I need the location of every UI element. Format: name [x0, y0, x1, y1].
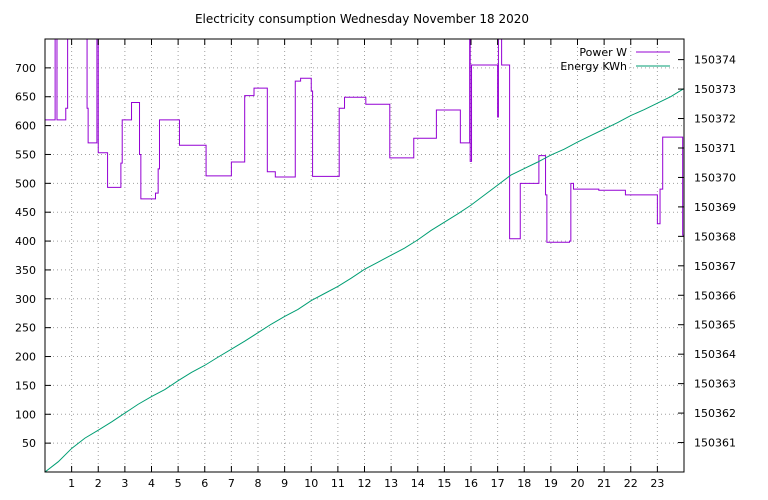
y-right-tick-label: 150370: [694, 171, 736, 184]
y-left-tick-label: 100: [15, 408, 36, 421]
y-right-tick-label: 150366: [694, 289, 736, 302]
x-tick-label: 8: [255, 477, 262, 490]
x-tick-label: 1: [68, 477, 75, 490]
x-tick-label: 13: [384, 477, 398, 490]
y-left-tick-label: 700: [15, 62, 36, 75]
y-right-tick-label: 150363: [694, 378, 736, 391]
x-tick-label: 18: [517, 477, 531, 490]
y-left-tick-label: 300: [15, 293, 36, 306]
x-tick-label: 4: [148, 477, 155, 490]
x-tick-label: 3: [121, 477, 128, 490]
y-left-tick-label: 500: [15, 177, 36, 190]
y-right-tick-labels: 150361 150362 150363 150364 150365 150366 1503…: [694, 54, 736, 450]
x-tick-label: 20: [571, 477, 585, 490]
x-tick-label: 5: [175, 477, 182, 490]
x-tick-label: 16: [464, 477, 478, 490]
x-tick-label: 19: [544, 477, 558, 490]
x-tick-label: 2: [95, 477, 102, 490]
y-right-tick-label: 150364: [694, 348, 736, 361]
legend-label: Energy KWh: [560, 60, 627, 73]
energy-series-line: [45, 88, 684, 472]
y-right-tick-label: 150361: [694, 437, 736, 450]
y-left-tick-label: 200: [15, 351, 36, 364]
y-left-tick-label: 400: [15, 235, 36, 248]
y-right-tick-label: 150365: [694, 319, 736, 332]
series-layer: [45, 39, 684, 472]
x-tick-label: 23: [650, 477, 664, 490]
x-tick-label: 14: [411, 477, 425, 490]
y-left-tick-label: 600: [15, 120, 36, 133]
x-tick-label: 22: [624, 477, 638, 490]
y-left-tick-label: 550: [15, 148, 36, 161]
chart-title: Electricity consumption Wednesday Novemb…: [195, 12, 529, 26]
x-tick-label: 6: [201, 477, 208, 490]
x-tick-label: 11: [331, 477, 345, 490]
y-left-tick-label: 50: [22, 437, 36, 450]
y-left-tick-label: 450: [15, 206, 36, 219]
y-right-tick-label: 150373: [694, 83, 736, 96]
y-left-tick-label: 150: [15, 379, 36, 392]
y-right-tick-label: 150367: [694, 260, 736, 273]
x-tick-label: 15: [437, 477, 451, 490]
y-right-tick-label: 150368: [694, 230, 736, 243]
y-right-tick-label: 150362: [694, 407, 736, 420]
power-series-line: [45, 39, 684, 243]
legend-label: Power W: [579, 46, 627, 59]
x-tick-label: 21: [597, 477, 611, 490]
y-left-tick-label: 350: [15, 264, 36, 277]
y-left-tick-label: 250: [15, 322, 36, 335]
y-right-tick-label: 150372: [694, 113, 736, 126]
x-tick-label: 12: [358, 477, 372, 490]
y-left-tick-label: 650: [15, 91, 36, 104]
gridlines: [45, 39, 684, 472]
y-right-tick-label: 150374: [694, 54, 736, 67]
x-tick-label: 9: [281, 477, 288, 490]
x-tick-labels: 1 2 3 4 5 6 7 8 9 10 11 12 13 14 15 16 17 18 19 20 21 22 23: [68, 477, 664, 490]
x-tick-label: 17: [491, 477, 505, 490]
y-right-tick-label: 150369: [694, 201, 736, 214]
y-left-tick-labels: 50 100 150 200 250 300 350 400 450 500 550 600 650 70…: [15, 62, 36, 450]
x-tick-label: 10: [304, 477, 318, 490]
ticks-layer: [45, 39, 684, 472]
y-right-tick-label: 150371: [694, 142, 736, 155]
x-tick-label: 7: [228, 477, 235, 490]
